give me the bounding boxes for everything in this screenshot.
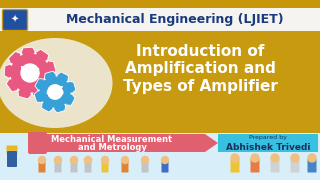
Circle shape xyxy=(84,156,92,163)
FancyBboxPatch shape xyxy=(0,31,320,134)
Circle shape xyxy=(271,154,279,162)
Text: Prepared by: Prepared by xyxy=(249,136,287,141)
Text: 45: 45 xyxy=(45,85,65,99)
Circle shape xyxy=(231,154,239,162)
Circle shape xyxy=(7,147,17,157)
FancyBboxPatch shape xyxy=(308,159,316,172)
FancyBboxPatch shape xyxy=(162,161,169,172)
FancyBboxPatch shape xyxy=(101,161,108,172)
FancyBboxPatch shape xyxy=(0,133,320,180)
Circle shape xyxy=(21,64,39,82)
Circle shape xyxy=(291,154,299,162)
Text: Mechanical Engineering (LJIET): Mechanical Engineering (LJIET) xyxy=(66,14,284,26)
Circle shape xyxy=(54,156,61,163)
FancyBboxPatch shape xyxy=(270,159,279,172)
FancyBboxPatch shape xyxy=(218,134,318,152)
Text: Types of Amplifier: Types of Amplifier xyxy=(123,78,277,93)
Circle shape xyxy=(251,154,259,162)
FancyBboxPatch shape xyxy=(54,161,61,172)
FancyBboxPatch shape xyxy=(6,145,18,150)
Circle shape xyxy=(101,156,108,163)
Text: Mechanical Measurement: Mechanical Measurement xyxy=(52,136,172,145)
FancyBboxPatch shape xyxy=(141,161,148,172)
Circle shape xyxy=(38,156,45,163)
Polygon shape xyxy=(34,71,76,113)
FancyBboxPatch shape xyxy=(70,161,77,172)
Text: Amplification and: Amplification and xyxy=(124,62,276,76)
Polygon shape xyxy=(205,134,218,152)
Circle shape xyxy=(48,85,62,99)
Circle shape xyxy=(141,156,148,163)
Ellipse shape xyxy=(0,38,113,128)
Circle shape xyxy=(162,156,169,163)
FancyBboxPatch shape xyxy=(84,161,92,172)
Text: Introduction of: Introduction of xyxy=(136,44,264,60)
Text: ✦: ✦ xyxy=(11,15,19,25)
Text: and Metrology: and Metrology xyxy=(77,143,147,152)
Circle shape xyxy=(308,154,316,162)
Text: Abhishek Trivedi: Abhishek Trivedi xyxy=(226,143,310,152)
Circle shape xyxy=(122,156,129,163)
FancyBboxPatch shape xyxy=(230,159,239,172)
FancyBboxPatch shape xyxy=(291,159,300,172)
FancyBboxPatch shape xyxy=(122,161,129,172)
FancyBboxPatch shape xyxy=(0,0,320,8)
Circle shape xyxy=(70,156,77,163)
FancyBboxPatch shape xyxy=(28,132,47,154)
FancyBboxPatch shape xyxy=(0,8,320,32)
Text: Lec: Lec xyxy=(20,66,40,76)
FancyBboxPatch shape xyxy=(30,134,205,152)
Polygon shape xyxy=(4,47,56,99)
FancyBboxPatch shape xyxy=(38,161,45,172)
FancyBboxPatch shape xyxy=(7,151,17,167)
FancyBboxPatch shape xyxy=(3,10,28,30)
FancyBboxPatch shape xyxy=(251,159,260,172)
